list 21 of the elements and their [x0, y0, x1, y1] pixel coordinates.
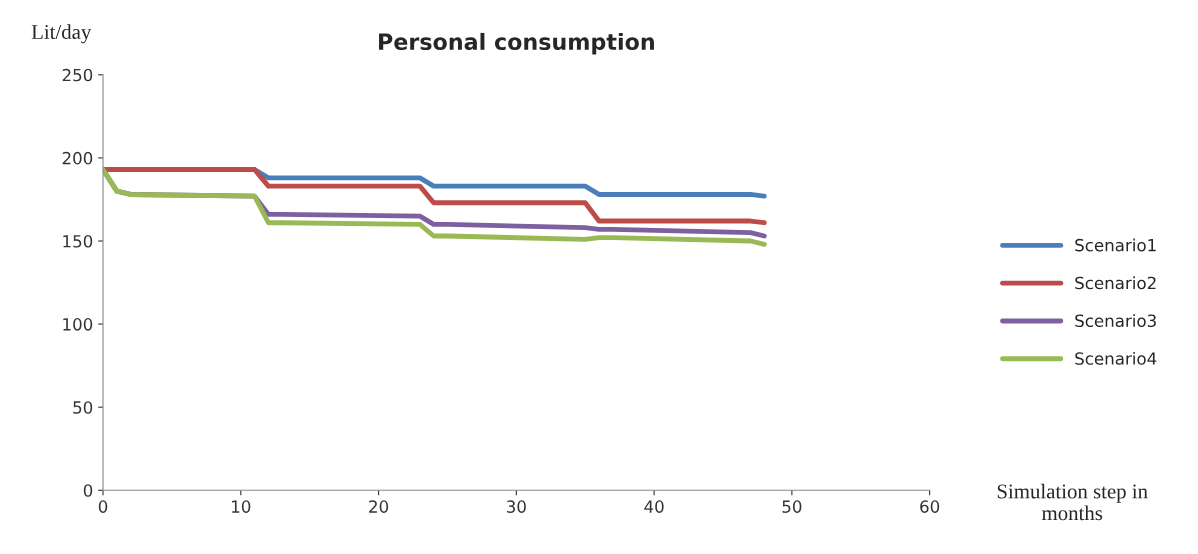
- y-tick-label: 0: [83, 484, 93, 497]
- x-tick-label: 0: [98, 500, 108, 513]
- x-tick-label: 20: [369, 500, 389, 513]
- x-axis-title: Simulation step in months: [997, 483, 1148, 521]
- x-tick-label: 10: [232, 500, 251, 513]
- y-tick-label: 100: [63, 318, 93, 331]
- line-series: [103, 167, 767, 226]
- chart-title: Personal consumption: [379, 32, 654, 55]
- legend-label: Scenario1: [1075, 238, 1156, 252]
- y-tick-label: 250: [62, 68, 93, 82]
- legend-label: Scenario2: [1075, 276, 1156, 290]
- x-tick-label: 60: [920, 500, 940, 513]
- y-tick-label: 50: [73, 401, 93, 414]
- y-tick-label: 150: [63, 234, 93, 248]
- y-axis-title: Lit/day: [31, 24, 92, 44]
- x-tick-label: 40: [644, 500, 664, 513]
- x-tick-label: 50: [782, 500, 802, 513]
- legend-label: Scenario4: [1075, 351, 1157, 365]
- x-tick-label: 30: [507, 500, 526, 513]
- y-tick-label: 200: [62, 151, 93, 165]
- legend-label: Scenario3: [1075, 314, 1156, 328]
